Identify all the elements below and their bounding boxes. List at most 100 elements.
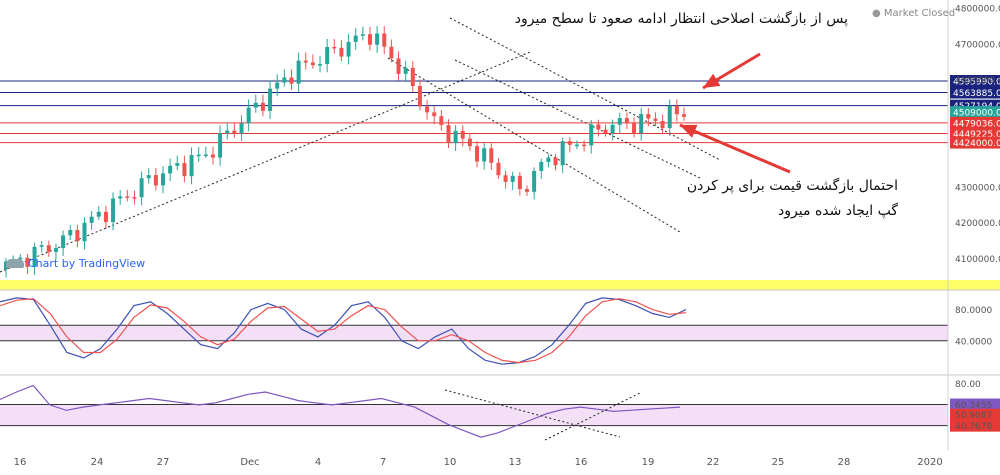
- candle-body: [125, 196, 130, 198]
- candle-body: [246, 107, 251, 124]
- rsi-tick-label: 40.7678: [955, 422, 992, 432]
- time-tick-label: 7: [380, 457, 386, 468]
- candle-body: [61, 235, 66, 249]
- stochastic-band: [0, 325, 948, 341]
- time-tick-label: 28: [838, 457, 851, 468]
- candle-body: [446, 125, 451, 144]
- candle-body: [360, 34, 365, 36]
- candle-body: [346, 42, 351, 57]
- candle-body: [189, 155, 194, 177]
- candle-body: [153, 175, 158, 186]
- trendline: [449, 17, 721, 161]
- stochastic-tick-label: 80.0000: [955, 306, 992, 316]
- candle-body: [82, 222, 87, 242]
- time-tick-label: 22: [707, 457, 720, 468]
- level-label: 4424000.0: [953, 139, 1000, 149]
- arrow-shaft: [679, 123, 791, 174]
- candle-body: [596, 124, 601, 130]
- candle-body: [574, 144, 579, 147]
- market-status: ● Market Closed: [872, 8, 955, 19]
- candle-body: [289, 77, 294, 84]
- rsi-value-box: [950, 398, 1000, 411]
- time-tick-label: 10: [444, 457, 457, 468]
- candle-body: [96, 211, 101, 217]
- candle-body: [432, 112, 437, 117]
- level-label-box: [950, 127, 1000, 140]
- candle-body: [111, 198, 116, 223]
- time-tick-label: 19: [642, 457, 655, 468]
- candle-body: [567, 141, 572, 145]
- candle-body: [132, 197, 137, 199]
- candle-body: [553, 157, 558, 166]
- candle-body: [353, 35, 358, 43]
- candle-body: [18, 257, 23, 260]
- stochastic-tick-label: 40.0000: [955, 337, 992, 347]
- candle-body: [439, 116, 444, 126]
- candle-body: [275, 82, 280, 89]
- candle-body: [239, 123, 244, 134]
- candle-body: [382, 33, 387, 47]
- rsi-tick-label: 50.9087: [955, 411, 992, 421]
- watermark-label: Chart by TradingView: [28, 257, 146, 270]
- level-label-box: [950, 106, 1000, 119]
- level-label: 4509000.0: [953, 109, 1000, 119]
- candle-body: [75, 230, 80, 242]
- candle-body: [260, 102, 265, 111]
- candle-body: [332, 46, 337, 49]
- candle-body: [268, 88, 273, 111]
- level-label: 4479036.0: [953, 119, 1000, 129]
- time-tick-label: 4: [315, 457, 321, 468]
- candle-body: [517, 175, 522, 190]
- candle-body: [103, 211, 108, 223]
- candle-body: [546, 157, 551, 162]
- price-tick-label: 4600000.0: [955, 76, 1000, 86]
- price-tick-label: 4100000.0: [955, 255, 1000, 265]
- rsi-trendline: [444, 389, 621, 438]
- tradingview-cloud-icon: [6, 259, 24, 268]
- status-dot-icon: ●: [872, 8, 881, 19]
- candle-body: [496, 162, 501, 176]
- candle-body: [467, 138, 472, 147]
- rsi-value-box: [950, 408, 1000, 421]
- candle-body: [425, 106, 430, 113]
- tradingview-watermark[interactable]: Chart by TradingView: [6, 257, 145, 270]
- candle-body: [146, 175, 151, 179]
- candle-body: [139, 178, 144, 198]
- stochastic-series-line: [0, 298, 687, 364]
- candle-body: [460, 130, 465, 139]
- candle-body: [403, 67, 408, 74]
- level-label: 4595990.0: [953, 78, 1000, 88]
- candle-body: [182, 163, 187, 177]
- candle-body: [168, 165, 173, 174]
- candle-body: [482, 148, 487, 162]
- candle-body: [667, 106, 672, 129]
- candle-body: [296, 60, 301, 84]
- candle-body: [603, 129, 608, 134]
- annotation-right-line-2: گپ ایجاد شده میرود: [778, 203, 898, 219]
- candle-body: [210, 154, 215, 158]
- arrow-head-icon: [680, 124, 698, 138]
- time-tick-label: 16: [575, 457, 588, 468]
- annotation-right-line-1: احتمال بازگشت قیمت برای پر کردن: [686, 178, 898, 194]
- candle-body: [282, 77, 287, 83]
- candle-body: [453, 130, 458, 144]
- rsi-tick-label: 60.3455: [955, 401, 992, 411]
- candle-body: [489, 148, 494, 163]
- level-label-box: [950, 116, 1000, 129]
- candle-body: [303, 60, 308, 63]
- candle-body: [674, 106, 679, 115]
- candle-body: [118, 196, 123, 199]
- candle-body: [639, 114, 644, 134]
- candle-body: [503, 175, 508, 182]
- candle-body: [653, 118, 658, 121]
- time-tick-label: 25: [772, 457, 785, 468]
- candle-body: [396, 58, 401, 74]
- price-tick-label: 4300000.0: [955, 183, 1000, 193]
- stochastic-series-line: [0, 297, 687, 365]
- candle-body: [524, 189, 529, 192]
- candle-body: [389, 46, 394, 59]
- candle-body: [339, 47, 344, 57]
- candle-body: [624, 117, 629, 123]
